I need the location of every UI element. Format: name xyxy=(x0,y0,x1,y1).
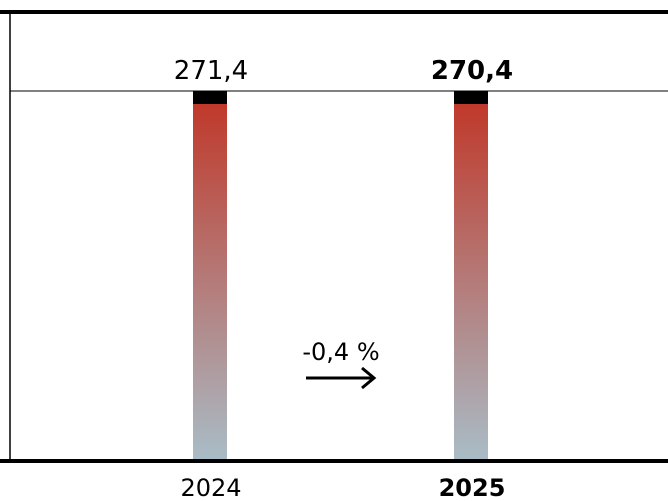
category-label-2024: 2024 xyxy=(180,474,241,501)
bar-2024 xyxy=(193,104,227,459)
category-label-2025: 2025 xyxy=(439,474,506,501)
bar-cap-2024 xyxy=(193,91,227,104)
bar-cap-2025 xyxy=(454,91,488,104)
change-label: -0,4 % xyxy=(302,338,379,366)
value-label-2024: 271,4 xyxy=(174,56,248,86)
right-arrow-icon xyxy=(306,366,377,390)
value-label-2025: 270,4 xyxy=(431,56,513,86)
bar-2025 xyxy=(454,104,488,459)
